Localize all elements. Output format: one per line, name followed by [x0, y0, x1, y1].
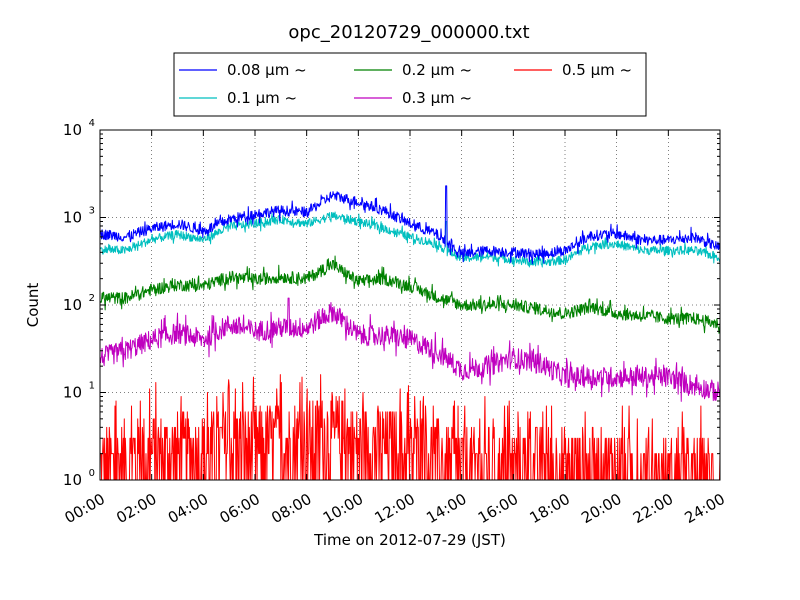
x-tick-label: 20:00: [578, 490, 624, 527]
plot-area: [99, 129, 721, 481]
legend-label: 0.2 μm ~: [402, 61, 472, 79]
legend-label: 0.08 μm ~: [227, 61, 307, 79]
x-axis-label: Time on 2012-07-29 (JST): [313, 531, 506, 549]
series-line: [100, 211, 720, 268]
x-tick-labels: 00:00 02:00 04:00 06:00 08:00 10:00 12:00 14:00…: [62, 490, 728, 527]
y-tick-exponent: 3: [89, 206, 95, 217]
series-line: [100, 297, 720, 402]
x-tick-label: 08:00: [268, 490, 314, 527]
legend: 0.08 μm ~ 0.1 μm ~ 0.2 μm ~ 0.3 μm ~ 0.5 μm …: [173, 52, 647, 117]
x-tick-label: 04:00: [165, 490, 211, 527]
x-tick-label: 16:00: [475, 490, 521, 527]
legend-label: 0.3 μm ~: [402, 89, 472, 107]
y-tick-exponent: 1: [89, 381, 95, 392]
x-tick-label: 22:00: [630, 490, 676, 527]
legend-label: 0.5 μm ~: [562, 61, 632, 79]
y-tick-exponent: 4: [89, 118, 95, 129]
legend-box: [173, 52, 647, 117]
x-tick-label: 06:00: [217, 490, 263, 527]
y-tick-labels: 10 0 10 1 10 2 10 3 10 4: [63, 118, 95, 489]
grid: [100, 130, 720, 480]
series-line: [100, 374, 720, 480]
y-tick-label: 10: [63, 471, 82, 489]
series-line: [100, 255, 720, 334]
series-line: [100, 185, 720, 265]
x-tick-label: 14:00: [423, 490, 469, 527]
y-tick-label: 10: [63, 209, 82, 227]
y-tick-label: 10: [63, 296, 82, 314]
series-layer: [100, 185, 720, 480]
y-tick-exponent: 0: [89, 468, 95, 479]
x-tick-label: 24:00: [682, 490, 728, 527]
y-tick-label: 10: [63, 384, 82, 402]
chart-title: opc_20120729_000000.txt: [288, 22, 529, 43]
y-axis-label: Count: [24, 283, 42, 328]
x-tick-label: 12:00: [372, 490, 418, 527]
x-tick-label: 18:00: [527, 490, 573, 527]
ticks: [99, 129, 721, 481]
y-tick-label: 10: [63, 121, 82, 139]
x-tick-label: 00:00: [62, 490, 108, 527]
x-tick-label: 02:00: [113, 490, 159, 527]
y-tick-exponent: 2: [89, 293, 95, 304]
x-tick-label: 10:00: [320, 490, 366, 527]
legend-label: 0.1 μm ~: [227, 89, 297, 107]
